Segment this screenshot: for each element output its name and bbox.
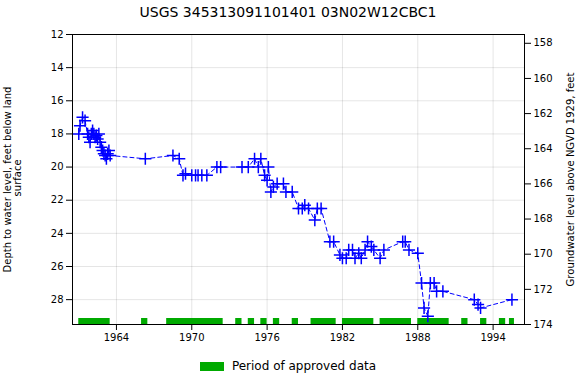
html-text:Period of approved data: Period of approved data bbox=[231, 359, 377, 373]
svg-text:170: 170 bbox=[534, 248, 553, 259]
svg-text:1964: 1964 bbox=[104, 332, 129, 343]
svg-text:164: 164 bbox=[534, 143, 553, 154]
svg-text:18: 18 bbox=[51, 128, 64, 139]
svg-text:158: 158 bbox=[534, 37, 553, 48]
svg-text:172: 172 bbox=[534, 284, 553, 295]
svg-text:16: 16 bbox=[51, 95, 64, 106]
svg-text:20: 20 bbox=[51, 161, 64, 172]
svg-text:174: 174 bbox=[534, 319, 553, 330]
svg-text:14: 14 bbox=[51, 62, 64, 73]
svg-text:168: 168 bbox=[534, 213, 553, 224]
html-text:USGS 345313091101401 03N02W12C: USGS 345313091101401 03N02W12CBC1 bbox=[139, 4, 437, 20]
svg-text:24: 24 bbox=[51, 228, 64, 239]
svg-text:1982: 1982 bbox=[330, 332, 355, 343]
svg-text:1988: 1988 bbox=[405, 332, 430, 343]
svg-text:160: 160 bbox=[534, 73, 553, 84]
svg-text:26: 26 bbox=[51, 261, 64, 272]
svg-text:Groundwater level above NGVD 1: Groundwater level above NGVD 1929, feet bbox=[565, 73, 576, 287]
svg-text:Depth to water level, feet bel: Depth to water level, feet below land su… bbox=[2, 87, 23, 273]
svg-text:166: 166 bbox=[534, 178, 553, 189]
svg-text:1970: 1970 bbox=[179, 332, 204, 343]
svg-text:28: 28 bbox=[51, 294, 64, 305]
svg-text:12: 12 bbox=[51, 29, 64, 40]
svg-text:162: 162 bbox=[534, 108, 553, 119]
svg-text:22: 22 bbox=[51, 194, 64, 205]
svg-text:1994: 1994 bbox=[480, 332, 505, 343]
svg-text:1976: 1976 bbox=[254, 332, 279, 343]
